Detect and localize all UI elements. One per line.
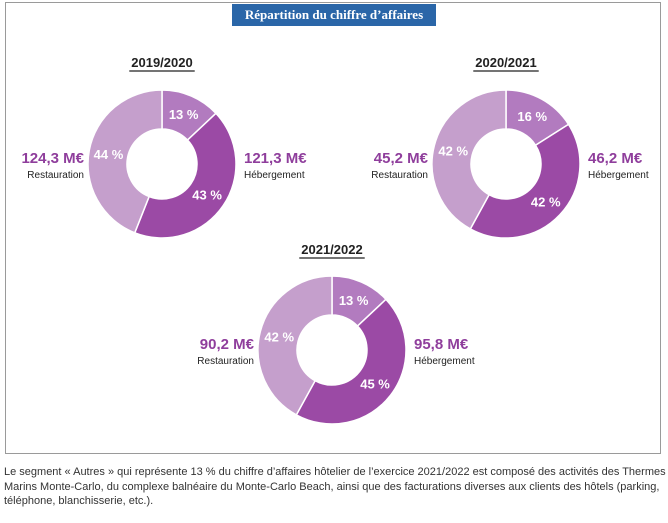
- chart-title: 2019/2020: [131, 55, 192, 70]
- slice-percent-label: 42 %: [264, 329, 294, 344]
- hebergement-label: Hébergement: [244, 170, 305, 181]
- slice-percent-label: 45 %: [360, 376, 390, 391]
- hebergement-value: 121,3 M€: [244, 150, 307, 167]
- donut-slice: [133, 112, 237, 239]
- restauration-label: Restauration: [197, 356, 254, 367]
- chart-frame: [5, 2, 661, 454]
- restauration-label: Restauration: [27, 170, 84, 181]
- slice-percent-label: 13 %: [339, 293, 369, 308]
- slice-percent-label: 16 %: [517, 109, 547, 124]
- slice-percent-label: 42 %: [438, 143, 468, 158]
- chart-title: 2020/2021: [475, 55, 536, 70]
- restauration-label: Restauration: [371, 170, 428, 181]
- chart-title: 2021/2022: [301, 242, 362, 257]
- donut-charts: 13 % 43 % 44 % 2019/2020 124,3 M€ Restauratio…: [21, 55, 649, 425]
- donut-slice: [257, 275, 333, 416]
- donut-slice: [469, 123, 581, 239]
- slice-percent-label: 44 %: [94, 147, 124, 162]
- hebergement-value: 46,2 M€: [588, 150, 643, 167]
- slice-percent-label: 42 %: [531, 194, 561, 209]
- donut-slice: [431, 89, 507, 230]
- slice-percent-label: 43 %: [192, 188, 222, 203]
- footnote: Le segment « Autres » qui représente 13 …: [4, 466, 666, 507]
- restauration-value: 124,3 M€: [21, 150, 84, 167]
- restauration-value: 90,2 M€: [200, 336, 255, 353]
- hebergement-label: Hébergement: [588, 170, 649, 181]
- page-title: Répartition du chiffre d’affaires: [232, 4, 436, 26]
- restauration-value: 45,2 M€: [374, 150, 429, 167]
- hebergement-value: 95,8 M€: [414, 336, 469, 353]
- donut-slice: [87, 89, 163, 234]
- donut-slice: [295, 298, 407, 425]
- slice-percent-label: 13 %: [169, 107, 199, 122]
- hebergement-label: Hébergement: [414, 356, 475, 367]
